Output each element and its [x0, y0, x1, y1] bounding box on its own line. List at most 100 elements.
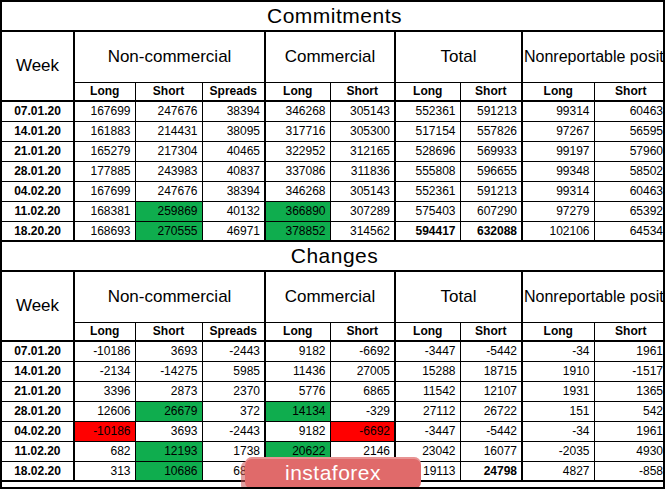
sub-header-row: Long Short Spreads Long Short Long Short…	[2, 82, 665, 101]
col-header-c-long: Long	[265, 322, 330, 341]
value-cell: 591213	[460, 181, 522, 201]
commitments-body: 07.01.2016769924767638394346268305143552…	[2, 101, 665, 241]
value-cell: 14134	[265, 401, 330, 421]
value-cell: -858	[594, 461, 665, 481]
col-header-nr-long: Long	[522, 322, 594, 341]
value-cell: -2443	[202, 421, 265, 441]
group-header-row: Week Non-commercial Commercial Total Non…	[2, 271, 665, 322]
value-cell: 99348	[522, 161, 594, 181]
value-cell: 555808	[395, 161, 460, 181]
value-cell: 2873	[135, 381, 202, 401]
col-header-c-short: Short	[330, 82, 395, 101]
value-cell: 99197	[522, 141, 594, 161]
value-cell: 9182	[265, 421, 330, 441]
value-cell: -14275	[135, 361, 202, 381]
value-cell: 26679	[135, 401, 202, 421]
commitments-title: Commitments	[2, 2, 665, 31]
col-header-nc-long: Long	[74, 322, 135, 341]
value-cell: 46971	[202, 221, 265, 241]
value-cell: 12606	[74, 401, 135, 421]
col-header-nc-short: Short	[135, 82, 202, 101]
value-cell: 2370	[202, 381, 265, 401]
value-cell: 311836	[330, 161, 395, 181]
value-cell: 528696	[395, 141, 460, 161]
value-cell: 632088	[460, 221, 522, 241]
value-cell: 168693	[74, 221, 135, 241]
value-cell: 167699	[74, 101, 135, 121]
value-cell: 151	[522, 401, 594, 421]
table-row: 04.02.20-101863693-24439182-6692-3447-54…	[2, 421, 665, 441]
value-cell: 1910	[522, 361, 594, 381]
value-cell: 305143	[330, 181, 395, 201]
week-cell: 11.02.20	[2, 201, 74, 221]
col-group-non-commercial: Non-commercial	[74, 271, 265, 322]
value-cell: 15288	[395, 361, 460, 381]
value-cell: 591213	[460, 101, 522, 121]
week-cell: 21.01.20	[2, 381, 74, 401]
value-cell: 217304	[135, 141, 202, 161]
col-header-t-short: Short	[460, 82, 522, 101]
value-cell: 4827	[522, 461, 594, 481]
value-cell: 40465	[202, 141, 265, 161]
value-cell: 26722	[460, 401, 522, 421]
value-cell: 4930	[594, 441, 665, 461]
value-cell: 312165	[330, 141, 395, 161]
value-cell: 11436	[265, 361, 330, 381]
value-cell: 24798	[460, 461, 522, 481]
value-cell: -5442	[460, 421, 522, 441]
value-cell: -6692	[330, 421, 395, 441]
value-cell: 177885	[74, 161, 135, 181]
value-cell: -34	[522, 421, 594, 441]
sub-header-row: Long Short Spreads Long Short Long Short…	[2, 322, 665, 341]
week-cell: 18.20.20	[2, 221, 74, 241]
value-cell: 18715	[460, 361, 522, 381]
value-cell: 346268	[265, 101, 330, 121]
value-cell: 337086	[265, 161, 330, 181]
value-cell: 161883	[74, 121, 135, 141]
value-cell: 305143	[330, 101, 395, 121]
value-cell: 38095	[202, 121, 265, 141]
value-cell: 552361	[395, 101, 460, 121]
value-cell: 97267	[522, 121, 594, 141]
value-cell: 168381	[74, 201, 135, 221]
value-cell: -329	[330, 401, 395, 421]
value-cell: -34	[522, 341, 594, 361]
col-header-week: Week	[2, 31, 74, 101]
changes-table: Changes Week Non-commercial Commercial T…	[2, 242, 665, 482]
week-cell: 28.01.20	[2, 401, 74, 421]
week-cell: 04.02.20	[2, 421, 74, 441]
col-header-t-long: Long	[395, 322, 460, 341]
value-cell: 307289	[330, 201, 395, 221]
instaforex-watermark: instaforex	[245, 457, 421, 489]
section-title-row: Commitments	[2, 2, 665, 31]
value-cell: 65392	[594, 201, 665, 221]
value-cell: 11542	[395, 381, 460, 401]
value-cell: 366890	[265, 201, 330, 221]
col-header-t-long: Long	[395, 82, 460, 101]
value-cell: -2035	[522, 441, 594, 461]
value-cell: 57960	[594, 141, 665, 161]
value-cell: 313	[74, 461, 135, 481]
table-row: 18.20.2016869327055546971378852314562594…	[2, 221, 665, 241]
week-cell: 14.01.20	[2, 361, 74, 381]
value-cell: -3447	[395, 421, 460, 441]
value-cell: 6865	[330, 381, 395, 401]
value-cell: -2134	[74, 361, 135, 381]
value-cell: 575403	[395, 201, 460, 221]
table-row: 07.01.2016769924767638394346268305143552…	[2, 101, 665, 121]
table-row: 21.01.2016527921730440465322952312165528…	[2, 141, 665, 161]
value-cell: 314562	[330, 221, 395, 241]
value-cell: 60463	[594, 101, 665, 121]
value-cell: -6692	[330, 341, 395, 361]
col-group-commercial: Commercial	[265, 31, 395, 82]
value-cell: 1931	[522, 381, 594, 401]
value-cell: -2443	[202, 341, 265, 361]
value-cell: 102106	[522, 221, 594, 241]
cot-report: Commitments Week Non-commercial Commerci…	[0, 0, 665, 489]
week-cell: 21.01.20	[2, 141, 74, 161]
table-row: 11.02.2016838125986940132366890307289575…	[2, 201, 665, 221]
table-row: 04.02.2016769924767638394346268305143552…	[2, 181, 665, 201]
col-group-nonreportable: Nonreportable positions	[522, 271, 665, 322]
col-header-t-short: Short	[460, 322, 522, 341]
value-cell: 346268	[265, 181, 330, 201]
